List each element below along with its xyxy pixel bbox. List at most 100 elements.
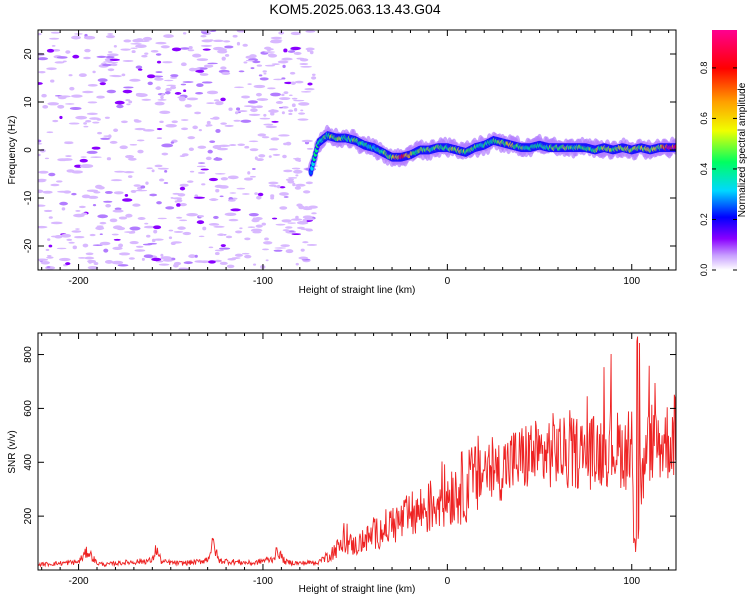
noise-speckle: [96, 95, 105, 99]
noise-speckle: [186, 97, 199, 101]
noise-speckle: [104, 190, 113, 194]
noise-speckle: [38, 143, 43, 145]
noise-speckle: [156, 137, 163, 139]
noise-speckle: [225, 235, 233, 239]
noise-speckle: [161, 93, 165, 97]
noise-speckle: [213, 215, 219, 219]
noise-speckle: [59, 115, 63, 120]
noise-speckle: [272, 153, 281, 156]
noise-speckle: [38, 178, 47, 182]
noise-speckle: [60, 233, 72, 238]
noise-speckle: [99, 233, 103, 236]
noise-speckle: [200, 35, 207, 38]
noise-speckle: [285, 178, 295, 182]
noise-speckle: [208, 223, 220, 226]
noise-speckle: [38, 33, 42, 36]
noise-speckle: [68, 122, 80, 125]
spectrogram-x-label: Height of straight line (km): [299, 285, 416, 296]
noise-speckle: [244, 237, 251, 241]
noise-speckle: [48, 244, 53, 248]
noise-speckle: [289, 94, 293, 97]
noise-speckle: [164, 91, 171, 95]
noise-speckle: [71, 192, 77, 196]
noise-speckle: [259, 117, 271, 120]
noise-speckle: [263, 72, 267, 75]
spectrogram-y-tick-label: -10: [23, 190, 34, 205]
noise-speckle: [237, 110, 248, 113]
noise-speckle: [163, 34, 174, 38]
colorbar-axis: 0.0 0.2 0.4 0.6 0.8: [699, 62, 737, 276]
noise-speckle: [298, 256, 309, 260]
noise-speckle: [303, 206, 310, 211]
noise-speckle: [256, 98, 269, 101]
noise-speckle: [50, 31, 61, 34]
noise-speckle: [78, 73, 87, 78]
noise-speckle: [135, 189, 148, 192]
noise-speckle: [48, 216, 53, 219]
noise-speckle: [153, 229, 158, 234]
noise-speckle: [134, 249, 146, 252]
noise-speckle: [178, 267, 190, 270]
noise-speckle: [291, 103, 296, 108]
noise-speckle: [226, 264, 235, 269]
noise-speckle: [208, 260, 216, 264]
noise-speckle: [130, 47, 138, 50]
noise-speckle: [71, 94, 83, 98]
noise-speckle: [188, 46, 193, 50]
noise-speckle: [271, 63, 280, 66]
noise-speckle: [290, 218, 303, 221]
noise-speckle: [287, 50, 296, 53]
noise-speckle: [305, 229, 314, 232]
noise-speckle: [296, 226, 305, 230]
noise-speckle: [50, 79, 55, 83]
noise-speckle: [268, 148, 279, 151]
noise-speckle: [106, 53, 119, 57]
noise-speckle: [294, 183, 306, 187]
noise-speckle: [188, 67, 197, 72]
noise-speckle: [252, 168, 256, 170]
noise-speckle: [154, 164, 163, 168]
noise-speckle: [136, 139, 145, 142]
noise-speckle: [121, 120, 128, 124]
noise-speckle: [206, 102, 215, 105]
noise-speckle: [85, 119, 92, 123]
noise-speckle: [133, 184, 141, 187]
noise-speckle: [266, 48, 274, 51]
noise-speckle: [189, 170, 195, 173]
noise-speckle: [283, 196, 289, 198]
noise-speckle: [205, 156, 212, 161]
noise-speckle: [213, 225, 225, 228]
noise-speckle: [46, 48, 55, 53]
noise-speckle: [271, 39, 276, 43]
noise-speckle: [44, 157, 49, 160]
noise-speckle: [279, 186, 286, 189]
noise-speckle: [112, 209, 124, 213]
noise-speckle: [183, 261, 193, 265]
noise-speckle: [274, 247, 287, 249]
noise-speckle: [215, 128, 221, 133]
noise-speckle: [208, 246, 214, 249]
noise-speckle: [268, 53, 278, 58]
noise-speckle: [45, 248, 50, 252]
noise-speckle: [180, 62, 187, 67]
noise-speckle: [195, 69, 205, 73]
noise-speckle: [141, 54, 148, 58]
noise-speckle: [198, 215, 204, 218]
noise-speckle: [275, 223, 286, 226]
noise-speckle: [72, 245, 77, 250]
noise-speckle: [82, 90, 94, 94]
noise-speckle: [75, 209, 81, 212]
noise-speckle: [212, 46, 225, 51]
noise-speckle: [206, 90, 219, 95]
noise-speckle: [69, 106, 82, 110]
noise-speckle: [271, 217, 278, 220]
noise-speckle: [249, 175, 257, 178]
snr-series: [38, 336, 676, 568]
noise-speckle: [182, 231, 192, 236]
noise-speckle: [273, 78, 284, 81]
noise-speckle: [268, 109, 279, 113]
noise-speckle: [51, 235, 57, 238]
snr-y-tick-label: 400: [23, 453, 34, 470]
noise-speckle: [282, 154, 287, 159]
noise-speckle: [146, 74, 156, 79]
